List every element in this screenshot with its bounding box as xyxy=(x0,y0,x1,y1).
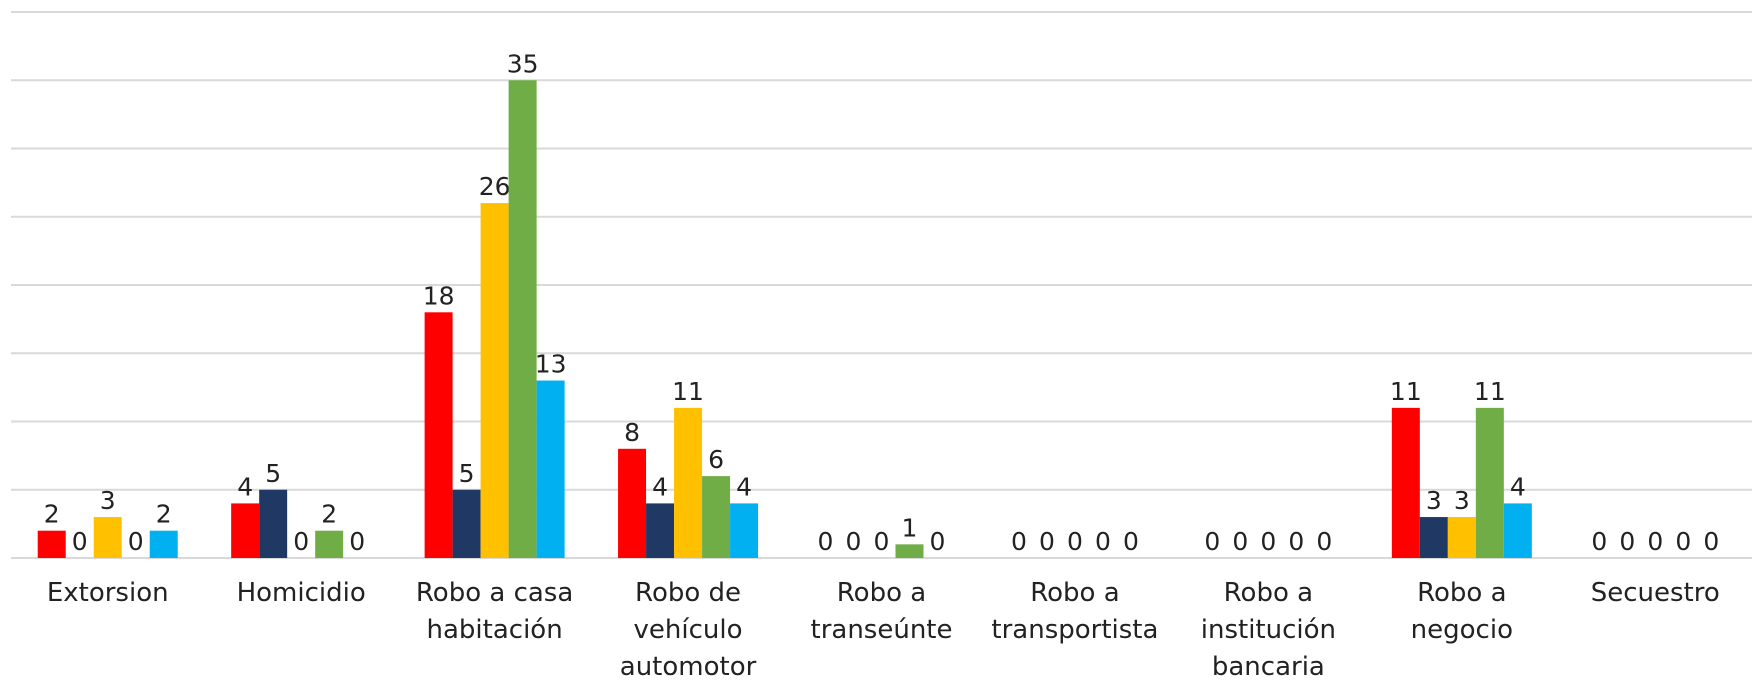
bar xyxy=(1419,517,1448,558)
bar xyxy=(1391,407,1420,558)
data-label: 0 xyxy=(1703,527,1719,556)
data-label: 5 xyxy=(459,459,475,488)
data-label: 0 xyxy=(1675,527,1691,556)
data-label: 0 xyxy=(1067,527,1083,556)
data-label: 2 xyxy=(156,500,172,529)
data-label: 0 xyxy=(1288,527,1304,556)
data-label: 18 xyxy=(423,281,455,310)
data-label: 0 xyxy=(874,527,890,556)
data-label: 1 xyxy=(902,513,918,542)
data-label: 4 xyxy=(1510,472,1526,501)
data-label: 0 xyxy=(1619,527,1635,556)
data-label: 6 xyxy=(708,445,724,474)
data-label: 4 xyxy=(237,472,253,501)
bar xyxy=(480,203,509,558)
data-label: 13 xyxy=(535,350,567,379)
x-tick-label: Homicidio xyxy=(236,578,366,608)
data-label: 0 xyxy=(818,527,834,556)
bar xyxy=(702,476,731,558)
data-label: 0 xyxy=(1095,527,1111,556)
bar xyxy=(93,517,122,558)
data-label: 4 xyxy=(736,472,752,501)
data-label: 0 xyxy=(1260,527,1276,556)
data-label: 0 xyxy=(1591,527,1607,556)
bar xyxy=(508,80,537,558)
data-label: 3 xyxy=(1454,486,1470,515)
bar xyxy=(424,312,453,558)
data-label: 0 xyxy=(1316,527,1332,556)
data-label: 0 xyxy=(1039,527,1055,556)
data-label: 11 xyxy=(1390,377,1422,406)
bar xyxy=(895,544,924,558)
bar xyxy=(646,503,675,558)
data-label: 0 xyxy=(293,527,309,556)
bar xyxy=(452,489,481,558)
data-label: 0 xyxy=(128,527,144,556)
data-label: 2 xyxy=(44,500,60,529)
bar xyxy=(1447,517,1476,558)
data-label: 0 xyxy=(1232,527,1248,556)
bar xyxy=(259,489,288,558)
x-tick-label: Robo de vehículo automotor xyxy=(619,578,757,682)
bar xyxy=(536,380,565,558)
x-tick-label: Robo a negocio xyxy=(1410,578,1513,645)
data-label: 3 xyxy=(100,486,116,515)
data-label: 0 xyxy=(1647,527,1663,556)
data-label: 0 xyxy=(1123,527,1139,556)
data-label: 11 xyxy=(1474,377,1506,406)
data-label: 0 xyxy=(1204,527,1220,556)
bar xyxy=(231,503,260,558)
data-label: 8 xyxy=(624,418,640,447)
data-label: 4 xyxy=(652,472,668,501)
data-label: 0 xyxy=(930,527,946,556)
bar xyxy=(674,407,703,558)
data-label: 5 xyxy=(265,459,281,488)
x-tick-label: Robo a casa habitación xyxy=(415,578,574,645)
bar xyxy=(1475,407,1504,558)
x-tick-label: Extorsion xyxy=(46,578,169,608)
data-label: 35 xyxy=(507,49,539,78)
data-label: 0 xyxy=(1011,527,1027,556)
data-label: 0 xyxy=(72,527,88,556)
bar xyxy=(315,530,344,558)
bar xyxy=(37,530,66,558)
data-label: 11 xyxy=(672,377,704,406)
x-tick-label: Robo a transportista xyxy=(991,578,1159,645)
x-tick-label: Robo a institución bancaria xyxy=(1200,578,1336,682)
bar xyxy=(1503,503,1532,558)
x-tick-label: Secuestro xyxy=(1590,578,1720,608)
bar xyxy=(149,530,178,558)
bar xyxy=(730,503,759,558)
bar xyxy=(618,448,647,558)
data-label: 0 xyxy=(349,527,365,556)
x-tick-label: Robo a transeúnte xyxy=(810,578,953,645)
data-label: 26 xyxy=(479,172,511,201)
data-label: 3 xyxy=(1426,486,1442,515)
data-label: 0 xyxy=(846,527,862,556)
data-label: 2 xyxy=(321,500,337,529)
